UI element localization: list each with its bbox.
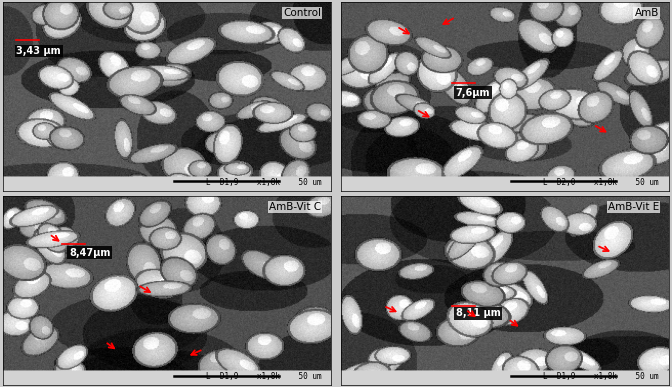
- Text: L  D1,9    x1,8k    50 um: L D1,9 x1,8k 50 um: [206, 372, 321, 381]
- Text: Control: Control: [284, 8, 321, 17]
- Text: 3,43 μm: 3,43 μm: [17, 46, 61, 56]
- Text: AmB-Vit C: AmB-Vit C: [269, 202, 321, 212]
- Text: L  D1,9    x1,8k    50 um: L D1,9 x1,8k 50 um: [206, 178, 321, 187]
- Text: L  D1,9    x1,8k    50 um: L D1,9 x1,8k 50 um: [543, 372, 659, 381]
- Text: L  D2,0    x1,8k    50 um: L D2,0 x1,8k 50 um: [543, 178, 659, 187]
- Text: 7,6μm: 7,6μm: [456, 87, 490, 98]
- Text: AmB-Vit E: AmB-Vit E: [607, 202, 659, 212]
- Text: 8,11 μm: 8,11 μm: [456, 308, 501, 319]
- Text: 8,47μm: 8,47μm: [69, 248, 110, 258]
- Text: AmB: AmB: [634, 8, 659, 17]
